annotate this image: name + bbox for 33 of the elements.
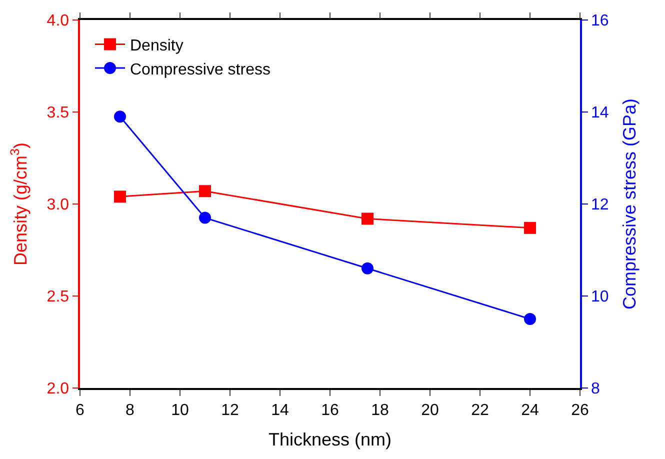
point — [114, 190, 126, 203]
y-tick-label: 2.0 — [46, 380, 70, 398]
x-tick-label: 20 — [421, 402, 439, 419]
point — [524, 313, 536, 325]
y-tick-label: 4.0 — [46, 12, 70, 30]
x-tick-label: 18 — [371, 402, 389, 419]
y2-tick-label: 14 — [590, 104, 609, 122]
y2-tick-label: 8 — [590, 380, 600, 398]
x-tick-label: 22 — [471, 402, 489, 419]
x-tick-label: 12 — [221, 402, 239, 419]
x-tick-label: 24 — [521, 402, 539, 419]
x-tick-label: 10 — [171, 402, 189, 419]
y-tick-label: 3.0 — [46, 196, 70, 214]
point — [524, 222, 536, 234]
point — [114, 110, 126, 123]
y2-tick-label: 12 — [590, 196, 609, 214]
y2-axis-title: Compressive stress (GPa) — [619, 98, 640, 310]
legend-label: Compressive stress — [130, 61, 270, 78]
y2-tick-label: 10 — [590, 288, 609, 306]
x-tick-label: 8 — [126, 402, 135, 419]
x-tick-label: 26 — [571, 402, 589, 419]
legend-label: Density — [130, 38, 184, 54]
y2-tick-label: 16 — [590, 12, 609, 30]
x-tick-label: 14 — [271, 402, 289, 419]
point — [199, 185, 211, 198]
x-tick-label: 6 — [76, 402, 85, 419]
y-tick-label: 2.5 — [46, 288, 70, 306]
y-tick-label: 3.5 — [46, 104, 70, 122]
point — [362, 212, 374, 225]
x-axis-title: Thickness (nm) — [268, 430, 392, 450]
point — [362, 262, 374, 274]
point — [199, 212, 211, 224]
x-tick-label: 16 — [321, 402, 339, 419]
